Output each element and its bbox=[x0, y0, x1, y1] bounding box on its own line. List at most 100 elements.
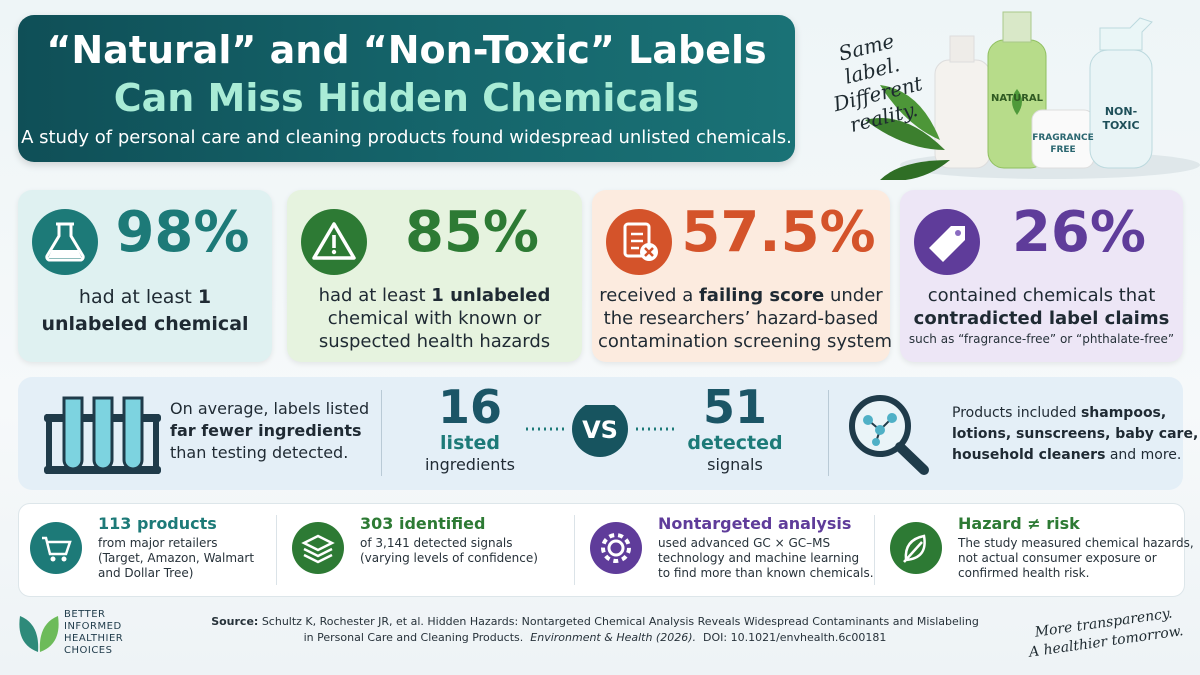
text-segment: contamination screening system bbox=[598, 331, 893, 352]
stat-value: 26% bbox=[1011, 200, 1147, 265]
text-segment: Products included bbox=[952, 405, 1081, 421]
fact-line: The study measured chemical hazards, bbox=[958, 536, 1194, 550]
text-segment: household cleaners bbox=[952, 447, 1106, 463]
text-line: contradicted label claims bbox=[906, 307, 1177, 330]
fact-line: to find more than known chemicals. bbox=[658, 566, 874, 580]
source-text: in Personal Care and Cleaning Products. bbox=[303, 631, 524, 644]
text-segment: 1 unlabeled bbox=[431, 285, 551, 306]
text-segment: and more. bbox=[1105, 447, 1182, 463]
fact-line: technology and machine learning bbox=[658, 551, 860, 565]
text-line: the researchers’ hazard-based bbox=[598, 307, 884, 330]
stat-description: contained chemicals that contradicted lab… bbox=[906, 284, 1177, 330]
fact-icon bbox=[30, 522, 82, 574]
text-line: far fewer ingredients bbox=[170, 420, 365, 442]
text-line: lotions, sunscreens, baby care, bbox=[952, 424, 1198, 445]
text-segment: On average, labels listed bbox=[170, 399, 370, 418]
logo-line: BETTER bbox=[64, 609, 106, 620]
source-text: Schultz K, Rochester JR, et al. Hidden H… bbox=[261, 615, 979, 628]
text-segment: than testing detected. bbox=[170, 443, 349, 462]
title-line-2: Can Miss Hidden Chemicals bbox=[113, 76, 700, 120]
fact-line: (varying levels of confidence) bbox=[360, 551, 538, 565]
fact-line: confirmed health risk. bbox=[958, 566, 1090, 580]
divider bbox=[276, 515, 277, 585]
text-line: contamination screening system bbox=[598, 330, 892, 353]
text-line: unlabeled chemical bbox=[24, 311, 266, 338]
text-segment: far fewer ingredients bbox=[170, 421, 362, 440]
text-line: Products included shampoos, bbox=[952, 403, 1177, 424]
logo-line: CHOICES bbox=[64, 645, 113, 656]
title-panel bbox=[18, 15, 795, 162]
text-line: On average, labels listed bbox=[170, 398, 369, 420]
hero-illustration bbox=[865, 11, 1200, 180]
stat-value: 57.5% bbox=[681, 200, 876, 265]
divider bbox=[874, 515, 875, 585]
text-segment: lotions, sunscreens, baby care, bbox=[952, 426, 1199, 442]
text-line: household cleaners and more. bbox=[952, 445, 1181, 466]
text-line: chemical with known or bbox=[293, 307, 576, 330]
vs-label: VS bbox=[582, 416, 618, 444]
bottle-label: TOXIC bbox=[1102, 119, 1140, 132]
stat-icon bbox=[301, 209, 367, 275]
text-line: had at least 1 unlabeled bbox=[293, 284, 576, 307]
fact-title: 303 identified bbox=[360, 514, 486, 533]
fact-line: not actual consumer exposure or bbox=[958, 551, 1157, 565]
stat-icon bbox=[914, 209, 980, 275]
fact-line: (Target, Amazon, Walmart bbox=[98, 551, 255, 565]
journal: Environment & Health (2026). bbox=[530, 631, 697, 644]
detected-label: signals bbox=[707, 455, 763, 474]
text-line: than testing detected. bbox=[170, 442, 365, 464]
fact-title: Nontargeted analysis bbox=[658, 514, 852, 533]
doi: DOI: 10.1021/envhealth.6c00181 bbox=[703, 631, 887, 644]
text-segment: had at least bbox=[318, 285, 432, 306]
bottle-label: NON- bbox=[1104, 105, 1138, 118]
fact-line: from major retailers bbox=[98, 536, 218, 550]
text-segment: contradicted label claims bbox=[913, 308, 1170, 329]
fact-title: Hazard ≠ risk bbox=[958, 514, 1080, 533]
text-line: contained chemicals that bbox=[906, 284, 1177, 307]
vs-graphic bbox=[526, 405, 674, 457]
text-segment: received a bbox=[599, 285, 699, 306]
fact-icon bbox=[590, 522, 642, 574]
fact-line: and Dollar Tree) bbox=[98, 566, 194, 580]
text-segment: the researchers’ hazard-based bbox=[603, 308, 879, 329]
logo-line: INFORMED bbox=[64, 621, 122, 632]
text-segment: contained chemicals that bbox=[927, 285, 1156, 306]
divider bbox=[381, 390, 382, 476]
text-line: suspected health hazards bbox=[293, 330, 576, 353]
source: Source: Schultz K, Rochester JR, et al. … bbox=[190, 614, 1000, 646]
divider bbox=[574, 515, 575, 585]
stat-value: 98% bbox=[115, 200, 250, 265]
fact-title: 113 products bbox=[98, 514, 217, 533]
subtitle: A study of personal care and cleaning pr… bbox=[21, 127, 792, 148]
detected-value: 51 bbox=[702, 380, 767, 434]
logo-line: HEALTHIER bbox=[64, 633, 124, 644]
magnifier-icon bbox=[849, 395, 929, 475]
bottle-label: NATURAL bbox=[990, 93, 1044, 104]
listed-label: ingredients bbox=[424, 455, 515, 474]
text-segment: shampoos, bbox=[1080, 405, 1167, 421]
stat-description: had at least 1 unlabeled chemical bbox=[24, 284, 266, 338]
stat-description: had at least 1 unlabeled chemical with kn… bbox=[293, 284, 576, 353]
text-segment: 1 bbox=[197, 286, 212, 308]
divider bbox=[828, 390, 829, 476]
text-line: received a failing score under bbox=[598, 284, 884, 307]
comparison-right-text: Products included shampoos, lotions, suns… bbox=[952, 403, 1198, 466]
stat-icon bbox=[32, 209, 98, 275]
text-segment: chemical with known or bbox=[327, 308, 542, 329]
logo-text: BETTER INFORMED HEALTHIER CHOICES bbox=[64, 609, 123, 657]
logo-icon bbox=[19, 616, 59, 652]
text-segment: had at least bbox=[78, 286, 198, 308]
bottle-label: FRAGRANCE bbox=[1032, 133, 1094, 143]
stat-icon bbox=[606, 209, 672, 275]
source-label: Source: bbox=[211, 615, 259, 628]
stat-note: such as “fragrance-free” or “phthalate-f… bbox=[908, 332, 1175, 346]
text-line: had at least 1 bbox=[24, 284, 266, 311]
fact-icon bbox=[292, 522, 344, 574]
text-segment: failing score bbox=[698, 285, 825, 306]
bottle-label: FREE bbox=[1050, 145, 1076, 155]
text-segment: under bbox=[824, 285, 883, 306]
title-line-1: “Natural” and “Non-Toxic” Labels bbox=[46, 28, 767, 72]
fact-line: of 3,141 detected signals bbox=[360, 536, 513, 550]
test-tubes-icon bbox=[44, 396, 161, 474]
